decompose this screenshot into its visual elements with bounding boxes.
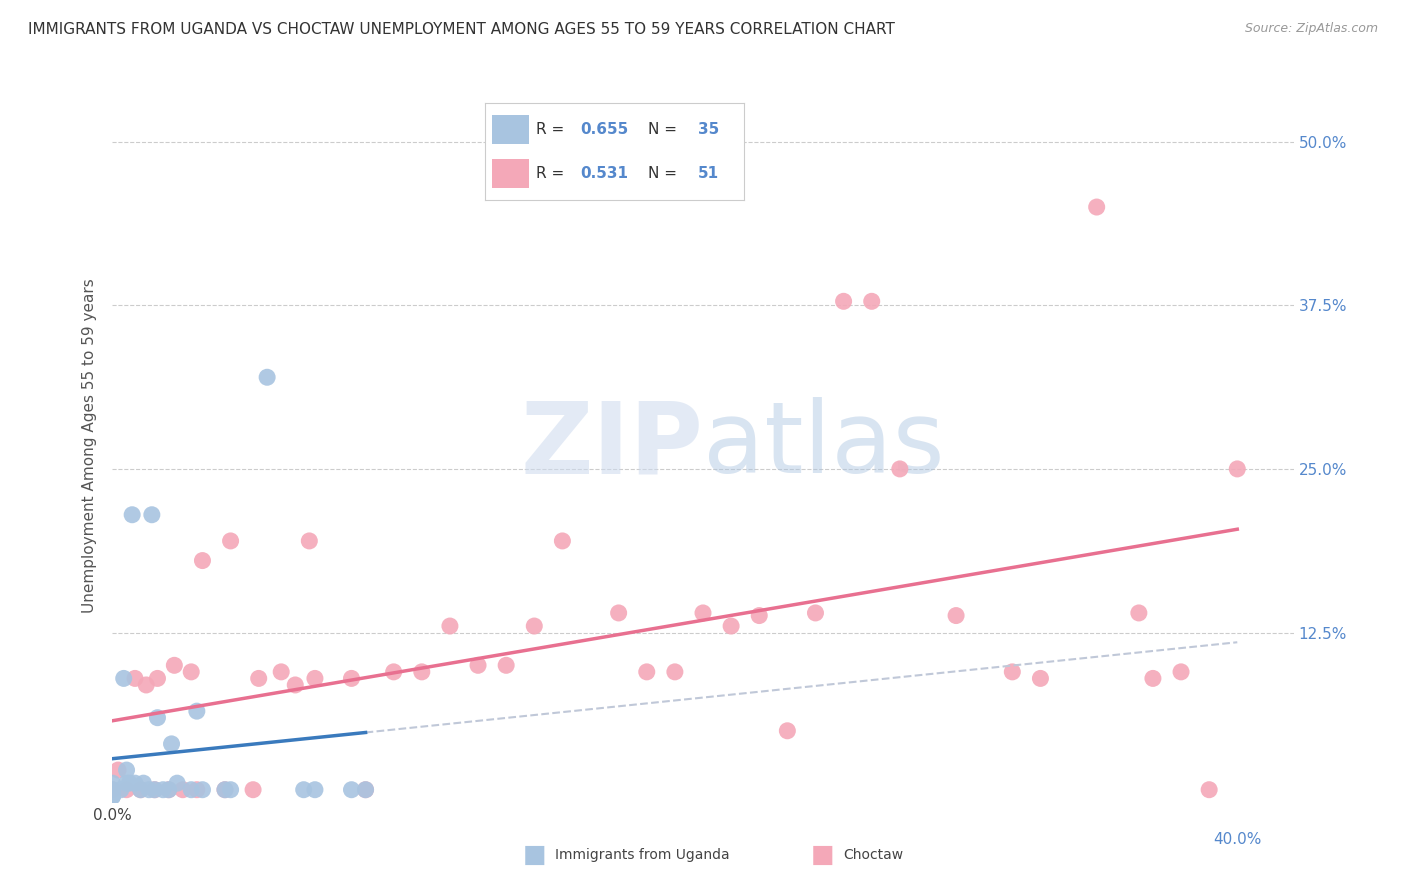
Point [138,782,160,797]
Point [1226,462,1249,476]
Text: 40.0%: 40.0% [1213,831,1261,847]
Point [219,533,242,548]
Point [1170,665,1192,679]
Point [101,782,124,797]
Point [214,782,236,797]
Point [832,294,855,309]
Point [101,787,124,801]
Point [804,606,827,620]
Text: ■: ■ [811,843,834,866]
Point [270,665,292,679]
Point [115,782,138,797]
Point [146,711,169,725]
Point [214,782,236,797]
Point [495,658,517,673]
Point [101,789,124,804]
Point [664,665,686,679]
Point [1085,200,1108,214]
Point [146,672,169,686]
Point [298,533,321,548]
Y-axis label: Unemployment Among Ages 55 to 59 years: Unemployment Among Ages 55 to 59 years [82,278,97,614]
Point [692,606,714,620]
Point [157,782,180,797]
Point [354,782,377,797]
Point [143,782,166,797]
Point [1029,672,1052,686]
Point [129,782,152,797]
Point [247,672,270,686]
Point [135,678,157,692]
Text: ZIP: ZIP [520,398,703,494]
Point [304,782,326,797]
Point [172,782,194,797]
Point [143,782,166,797]
Point [1128,606,1150,620]
Point [748,608,770,623]
Point [112,672,135,686]
Point [180,782,202,797]
Point [439,619,461,633]
Point [152,782,174,797]
Point [292,782,315,797]
Point [115,776,138,790]
Point [157,782,180,797]
Point [124,672,146,686]
Point [607,606,630,620]
Text: Choctaw: Choctaw [844,847,904,862]
Point [121,508,143,522]
Point [1142,672,1164,686]
Point [129,782,152,797]
Point [141,508,163,522]
Point [720,619,742,633]
Point [776,723,799,738]
Point [340,672,363,686]
Point [124,776,146,790]
Text: Source: ZipAtlas.com: Source: ZipAtlas.com [1244,22,1378,36]
Text: ■: ■ [523,843,546,866]
Point [186,782,208,797]
Point [945,608,967,623]
Point [101,789,124,804]
Point [284,678,307,692]
Point [107,763,129,777]
Point [382,665,405,679]
Point [411,665,433,679]
Point [551,533,574,548]
Point [523,619,546,633]
Point [191,553,214,567]
Point [1001,665,1024,679]
Point [101,789,124,804]
Point [186,704,208,718]
Text: Immigrants from Uganda: Immigrants from Uganda [555,847,730,862]
Point [163,658,186,673]
Point [191,782,214,797]
Point [219,782,242,797]
Point [889,462,911,476]
Point [101,785,124,799]
Point [354,782,377,797]
Point [467,658,489,673]
Point [110,782,132,797]
Point [118,776,141,790]
Point [101,784,124,798]
Point [132,776,155,790]
Point [180,665,202,679]
Point [340,782,363,797]
Point [160,737,183,751]
Text: IMMIGRANTS FROM UGANDA VS CHOCTAW UNEMPLOYMENT AMONG AGES 55 TO 59 YEARS CORRELA: IMMIGRANTS FROM UGANDA VS CHOCTAW UNEMPL… [28,22,896,37]
Point [166,776,188,790]
Point [115,763,138,777]
Point [1198,782,1220,797]
Point [304,672,326,686]
Text: atlas: atlas [703,398,945,494]
Point [860,294,883,309]
Point [256,370,278,384]
Point [101,776,124,790]
Point [636,665,658,679]
Point [101,782,124,797]
Point [242,782,264,797]
